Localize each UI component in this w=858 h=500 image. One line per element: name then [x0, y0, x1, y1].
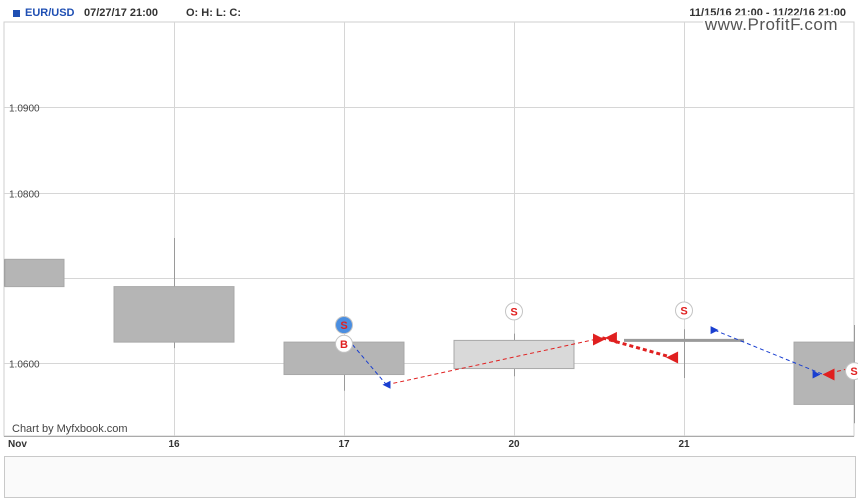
trade-arrow-icon	[593, 333, 605, 346]
marker-label: S	[850, 366, 857, 378]
x-tick-label: Nov	[8, 439, 27, 450]
trade-line	[352, 344, 387, 386]
trade-arrow-icon	[822, 368, 835, 381]
candle-body	[793, 341, 855, 405]
candle-body	[4, 258, 65, 288]
x-tick-label: 17	[338, 439, 350, 450]
sell-marker: S	[675, 301, 693, 320]
marker-circle	[335, 316, 353, 335]
range-navigator[interactable]	[4, 456, 856, 498]
symbol-label[interactable]: EUR/USD	[25, 7, 75, 19]
buy-marker: B	[335, 334, 353, 353]
candle-body	[113, 286, 235, 343]
sell-marker: S	[845, 362, 858, 381]
plot-area	[3, 21, 855, 437]
trade-arrow-icon	[812, 370, 821, 379]
marker-label: B	[340, 339, 348, 351]
trade-line	[714, 329, 824, 376]
marker-circle	[335, 334, 353, 353]
trade-arrow-icon	[710, 326, 719, 335]
candle-body	[453, 339, 575, 370]
y-tick-label: 1.0900	[9, 104, 40, 115]
sell-marker: S	[505, 302, 523, 321]
chart-credit[interactable]: Chart by Myfxbook.com	[12, 423, 128, 435]
trade-line	[386, 337, 603, 386]
trade-arrow-icon	[604, 331, 617, 344]
marker-circle	[845, 362, 858, 381]
trade-arrow-icon	[382, 380, 391, 389]
x-tick-label: 20	[508, 439, 520, 450]
sell-marker: S	[335, 316, 353, 335]
ohlc-readout: O: H: L: C:	[186, 7, 241, 19]
x-tick-label: 21	[678, 439, 690, 450]
marker-label: S	[510, 306, 517, 318]
y-tick-label: 1.0600	[9, 360, 40, 371]
marker-label: S	[680, 306, 687, 318]
marker-label: S	[340, 320, 347, 332]
trade-arrow-icon	[666, 351, 679, 364]
cursor-datetime: 07/27/17 21:00	[84, 7, 159, 19]
series-color-swatch	[13, 10, 20, 17]
marker-circle	[675, 301, 693, 320]
x-tick-label: 16	[168, 439, 180, 450]
marker-circle	[505, 302, 523, 321]
y-tick-label: 1.0800	[9, 190, 40, 201]
watermark-logo: www.ProfitF.com	[702, 15, 840, 35]
trade-line	[601, 336, 673, 359]
